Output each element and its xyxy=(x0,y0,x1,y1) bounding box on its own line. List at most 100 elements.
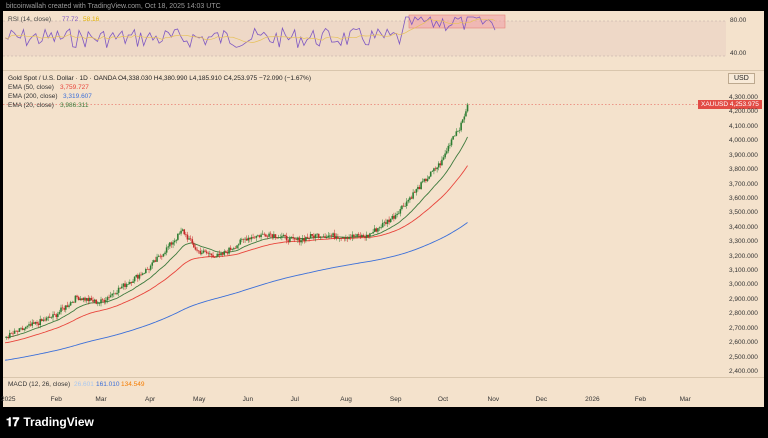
candle-body xyxy=(442,157,445,160)
pane-divider-macd[interactable] xyxy=(3,377,764,378)
rsi-label: RSI (14, close) xyxy=(8,16,51,23)
candle-body xyxy=(117,287,120,293)
candle-body xyxy=(114,293,117,295)
candle-body xyxy=(405,201,408,206)
rsi-ma-line xyxy=(4,18,496,44)
candle-body xyxy=(236,245,238,249)
candle-body xyxy=(133,276,136,282)
candle-body xyxy=(141,273,144,275)
candle-body xyxy=(308,238,310,239)
candle-body xyxy=(354,236,357,237)
candle-body xyxy=(153,260,155,263)
candle-body xyxy=(418,186,421,190)
candle-body xyxy=(258,235,261,238)
candle-body xyxy=(393,215,395,219)
candle-body xyxy=(273,234,275,238)
candle-body xyxy=(415,189,418,193)
price-tick-label: 3,900.000 xyxy=(729,151,758,159)
time-tick-label: Nov xyxy=(487,396,500,403)
tradingview-logo[interactable]: 𝟏𝟕 TradingView xyxy=(6,415,94,430)
candle-body xyxy=(279,237,282,238)
ema200-value: 3,319.607 xyxy=(63,93,92,100)
candle-body xyxy=(311,234,314,236)
candle-body xyxy=(303,238,306,241)
candle-body xyxy=(277,237,280,239)
price-tick-label: 2,700.000 xyxy=(729,324,758,332)
ema20-label: EMA (20, close) xyxy=(8,102,54,109)
candle-body xyxy=(95,299,98,304)
ema50-line xyxy=(4,165,468,344)
candle-body xyxy=(385,222,387,224)
candle-body xyxy=(338,238,341,239)
ema20-line xyxy=(4,136,468,338)
candle-body xyxy=(261,233,264,235)
candle-body xyxy=(209,253,211,255)
candle-body xyxy=(378,227,381,229)
candle-body xyxy=(404,205,406,207)
candle-body xyxy=(289,237,291,242)
candle-body xyxy=(164,252,166,254)
price-tick-label: 2,900.000 xyxy=(729,295,758,303)
ema50-value: 3,759.727 xyxy=(60,84,89,91)
candle-body xyxy=(255,235,258,238)
candle-body xyxy=(359,235,362,238)
candle-body xyxy=(351,234,354,238)
candle-body xyxy=(397,213,400,215)
candle-body xyxy=(170,242,173,245)
candle-body xyxy=(15,330,18,332)
candle-body xyxy=(445,151,448,154)
candle-body xyxy=(253,237,256,239)
candle-body xyxy=(425,178,427,182)
candle-body xyxy=(282,234,285,237)
candle-body xyxy=(249,237,251,240)
candle-body xyxy=(205,251,208,254)
candle-body xyxy=(370,233,373,234)
candle-body xyxy=(423,178,426,182)
candle-body xyxy=(77,296,80,301)
price-tick-label: 3,300.000 xyxy=(729,238,758,246)
candle-body xyxy=(63,308,66,310)
candle-body xyxy=(223,251,226,255)
candle-body xyxy=(33,322,35,324)
time-tick-label: Apr xyxy=(145,396,156,403)
candle-body xyxy=(346,237,349,239)
time-tick-label: Jul xyxy=(290,396,299,403)
candle-body xyxy=(89,297,91,302)
macd-value-signal: 134.549 xyxy=(121,381,145,388)
candle-body xyxy=(10,332,13,334)
candle-body xyxy=(437,163,440,168)
time-tick-label: May xyxy=(193,396,206,403)
chart-area[interactable] xyxy=(3,11,726,407)
candle-body xyxy=(301,238,304,241)
price-tick-label: 3,800.000 xyxy=(729,166,758,174)
pane-divider[interactable] xyxy=(3,70,764,71)
candle-body xyxy=(207,253,210,254)
candle-body xyxy=(364,236,366,238)
candle-body xyxy=(412,192,414,199)
candle-body xyxy=(217,253,219,257)
time-tick-label: Feb xyxy=(50,396,62,403)
candle-body xyxy=(402,205,405,207)
candle-body xyxy=(79,298,82,301)
candle-body xyxy=(82,297,85,301)
currency-button[interactable]: USD xyxy=(728,73,755,84)
candle-body xyxy=(185,234,187,235)
candle-body xyxy=(237,244,240,246)
candle-body xyxy=(13,330,16,334)
candle-body xyxy=(135,274,138,277)
candle-body xyxy=(202,250,205,253)
candle-body xyxy=(388,219,390,223)
candle-body xyxy=(34,322,37,324)
candle-body xyxy=(431,171,434,172)
candle-body xyxy=(76,295,78,297)
candle-body xyxy=(287,240,290,242)
candle-body xyxy=(377,228,379,232)
candle-body xyxy=(276,237,278,239)
candle-body xyxy=(245,238,248,241)
candle-body xyxy=(177,233,179,240)
candle-body xyxy=(293,238,296,240)
rsi-level-40: 40.00 xyxy=(730,50,747,57)
candle-body xyxy=(266,236,269,238)
candle-body xyxy=(316,233,318,235)
